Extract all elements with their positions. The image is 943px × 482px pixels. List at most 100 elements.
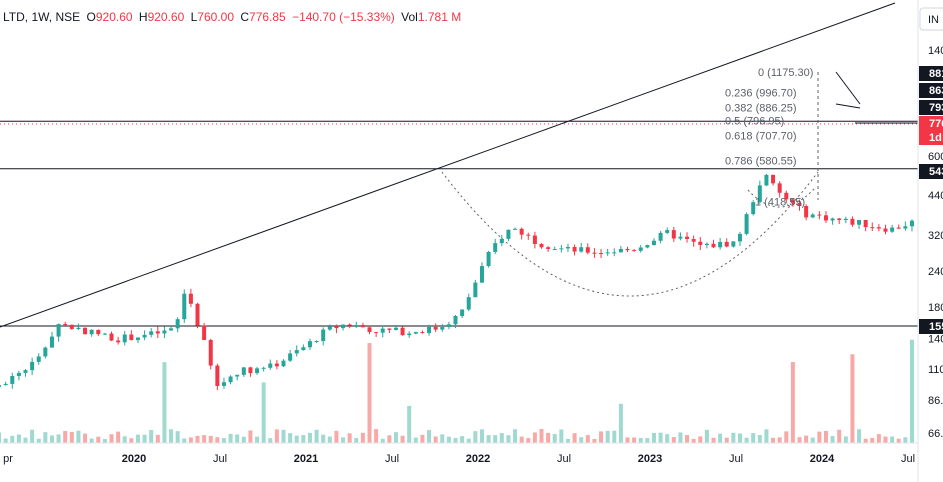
volume-bar (817, 431, 822, 443)
candle (751, 200, 756, 216)
volume-bar (453, 437, 458, 443)
candle (235, 374, 240, 381)
volume-bar (890, 436, 895, 443)
candle-body (36, 356, 41, 362)
candle-body (823, 215, 828, 221)
volume-bar (863, 438, 868, 443)
volume-bar (519, 436, 524, 443)
price-tick: 440 (928, 190, 943, 202)
candle-body (612, 252, 617, 254)
candle-body (23, 370, 28, 373)
price-tag-label: 543 (929, 166, 943, 178)
candle-body (360, 325, 365, 328)
volume-bar (380, 438, 385, 443)
volume-bar (374, 429, 379, 443)
volume-bar (665, 434, 670, 443)
volume-bar (618, 403, 623, 443)
scale-button-label[interactable]: IN (928, 14, 939, 26)
candle (645, 244, 650, 249)
candle (281, 359, 286, 368)
candle (605, 248, 610, 256)
candle-body (169, 328, 174, 331)
candle-body (724, 241, 729, 247)
price-tag-label: 863 (929, 85, 943, 97)
price-tick: 86. (928, 395, 943, 407)
candle-body (565, 246, 570, 249)
close-value: 776.85 (249, 10, 286, 24)
volume-bar (228, 433, 233, 443)
time-tick: Jul (213, 453, 227, 465)
candle-body (718, 241, 723, 248)
candle-body (493, 243, 498, 252)
time-tick: 2023 (638, 453, 662, 465)
volume-bar (96, 436, 101, 443)
candle (307, 338, 312, 350)
candle-body (63, 324, 68, 326)
candle-body (135, 337, 140, 341)
candle-body (837, 218, 842, 221)
candle-body (76, 327, 81, 329)
candle (711, 239, 716, 248)
candle (691, 235, 696, 247)
candle-body (56, 324, 61, 337)
volume-label: Vol (401, 10, 418, 24)
volume-bar (195, 435, 200, 443)
price-tick: 600 (928, 151, 943, 163)
candle (843, 216, 848, 224)
candle (294, 345, 299, 357)
candle (572, 244, 577, 256)
volume-bar (632, 437, 637, 443)
candle (486, 250, 491, 268)
symbol-label[interactable]: LTD (3, 10, 25, 24)
volume-bar (823, 431, 828, 443)
change-value: −140.70 (−15.33%) (292, 10, 395, 24)
candle (321, 327, 326, 346)
candle-body (96, 329, 101, 335)
candle (473, 279, 478, 298)
volume-bar (155, 434, 160, 443)
volume-bar (387, 435, 392, 443)
candle (122, 330, 127, 346)
candle (102, 332, 107, 335)
volume-bar (248, 430, 253, 443)
candle (777, 181, 782, 198)
volume-bar (638, 437, 643, 443)
candle (314, 340, 319, 344)
volume-bar (268, 438, 273, 443)
fib-label-0.618: 0.618 (707.70) (725, 131, 797, 143)
candle-body (486, 251, 491, 267)
price-axis[interactable]: 1400 600 440 320 240 180 140 110 86. 66. IN 881 863 7… (917, 0, 943, 482)
interval-label[interactable]: 1W (31, 10, 49, 24)
volume-bar (83, 433, 88, 443)
volume-bar (572, 433, 577, 443)
candle (188, 288, 193, 308)
candle (453, 315, 458, 329)
volume-bar (810, 437, 815, 443)
candle (393, 324, 398, 331)
candle-body (188, 293, 193, 304)
volume-bar (678, 432, 683, 443)
volume-bar (499, 433, 504, 443)
candle-body (645, 245, 650, 248)
candle-body (711, 243, 716, 248)
candle-body (202, 325, 207, 340)
candle (208, 338, 213, 370)
candle-body (453, 316, 458, 325)
volume-bar (704, 429, 709, 443)
candle-body (883, 228, 888, 232)
price-tag-label: 155 (929, 321, 943, 333)
candle-body (797, 202, 802, 207)
scale-button[interactable] (919, 7, 943, 31)
time-axis[interactable]: pr 2020 Jul 2021 Jul 2022 Jul 2023 Jul 2024 Jul (0, 442, 918, 465)
candle (638, 245, 643, 253)
candle (135, 337, 140, 344)
volume-bar (546, 432, 551, 443)
low-label: L (190, 10, 198, 24)
low-value: 760.00 (197, 10, 234, 24)
candle-body (685, 236, 690, 239)
volume-bar (757, 434, 762, 443)
volume-bar (321, 434, 326, 443)
candle-body (519, 228, 524, 235)
candle-body (241, 367, 246, 375)
